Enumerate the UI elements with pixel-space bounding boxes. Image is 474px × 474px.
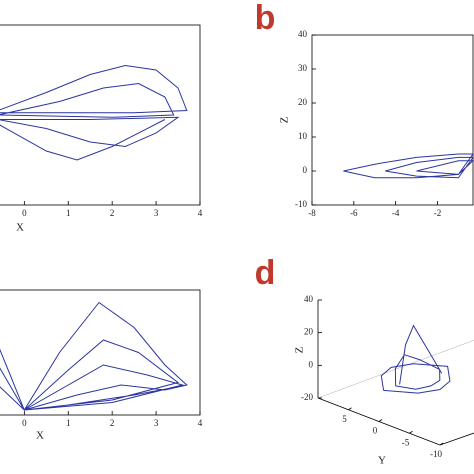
trajectory xyxy=(343,153,474,179)
x-tick-label: -2 xyxy=(434,208,442,218)
z-tick-label: -20 xyxy=(301,392,313,402)
x-tick-label: 0 xyxy=(22,208,27,218)
plot-frame xyxy=(311,34,474,206)
x-tick-label: 2 xyxy=(110,418,115,428)
plot-frame xyxy=(0,289,201,416)
x-tick-label: 3 xyxy=(154,208,159,218)
x-axis-label: X xyxy=(16,222,24,234)
trajectory xyxy=(380,324,451,394)
x-tick-label: -4 xyxy=(392,208,400,218)
trajectory xyxy=(0,301,188,412)
x-tick-label: 4 xyxy=(198,418,203,428)
z-tick-label: 40 xyxy=(304,294,314,304)
z-tick-label: 20 xyxy=(304,327,314,337)
y-tick-label: 20 xyxy=(298,97,308,107)
y-tick xyxy=(409,430,413,434)
y-tick-label: -5 xyxy=(402,437,410,447)
x-axis-label: X xyxy=(36,430,44,442)
x-axis xyxy=(439,432,474,446)
x-tick-label: -8 xyxy=(308,208,316,218)
panel-label: d xyxy=(255,254,276,292)
x-tick-label: -6 xyxy=(350,208,358,218)
y-axis-label: Y xyxy=(378,455,386,467)
x-tick-label: 3 xyxy=(154,418,159,428)
panel-label: b xyxy=(255,0,276,37)
x-tick-label: 1 xyxy=(66,418,71,428)
y-tick-label: -10 xyxy=(295,199,307,209)
x-tick-label: 4 xyxy=(198,208,203,218)
y-tick-label: 0 xyxy=(373,426,378,436)
x-tick-label: 1 xyxy=(66,208,71,218)
back-edge xyxy=(317,339,474,399)
y-axis-label: Z xyxy=(279,116,291,123)
y-tick xyxy=(439,442,444,446)
y-tick-label: -10 xyxy=(430,449,442,459)
y-tick-label: 5 xyxy=(342,414,347,424)
plot-frame xyxy=(0,24,201,206)
y-tick-label: 10 xyxy=(298,131,308,141)
z-axis-label: Z xyxy=(294,346,306,353)
z-tick-label: 0 xyxy=(309,359,314,369)
y-tick xyxy=(348,407,352,411)
x-tick-label: 0 xyxy=(22,418,27,428)
y-tick-label: 40 xyxy=(298,29,308,39)
x-tick-label: 2 xyxy=(110,208,115,218)
y-tick xyxy=(378,419,383,422)
trajectory xyxy=(0,64,188,161)
y-tick-label: 30 xyxy=(298,63,308,73)
y-tick-label: 0 xyxy=(303,165,308,175)
